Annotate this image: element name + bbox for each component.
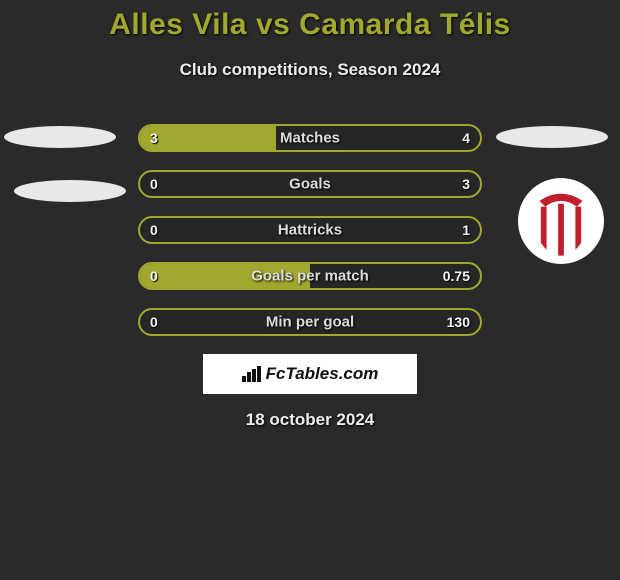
stat-value-right: 4	[462, 130, 470, 146]
player-left-avatar-oval-2	[14, 180, 126, 202]
club-crest-icon	[525, 185, 597, 257]
stat-value-right: 0.75	[443, 268, 470, 284]
stat-metric-label: Hattricks	[278, 222, 342, 239]
comparison-infographic: Alles Vila vs Camarda Télis Club competi…	[0, 0, 620, 580]
stat-row: 0 1 Hattricks	[138, 216, 482, 244]
club-badge-right	[518, 178, 604, 264]
player-right-avatar-oval	[496, 126, 608, 148]
date-label: 18 october 2024	[246, 410, 375, 430]
stat-metric-label: Goals	[289, 176, 331, 193]
stat-value-right: 130	[447, 314, 470, 330]
comparison-rows: 3 4 Matches 0 3 Goals 0 1 Hattricks 0 0.75 Goals pe…	[138, 124, 482, 354]
stat-row: 0 3 Goals	[138, 170, 482, 198]
stat-metric-label: Matches	[280, 130, 340, 147]
stat-value-left: 0	[150, 268, 158, 284]
stat-row: 3 4 Matches	[138, 124, 482, 152]
stat-row: 0 0.75 Goals per match	[138, 262, 482, 290]
player-left-avatar-oval-1	[4, 126, 116, 148]
page-subtitle: Club competitions, Season 2024	[0, 42, 620, 80]
stat-fill-left	[140, 126, 276, 150]
stat-value-right: 3	[462, 176, 470, 192]
stat-metric-label: Goals per match	[251, 268, 369, 285]
fctables-text: FcTables.com	[266, 364, 379, 384]
bar-chart-icon	[242, 366, 262, 382]
stat-value-right: 1	[462, 222, 470, 238]
stat-value-left: 3	[150, 130, 158, 146]
stat-value-left: 0	[150, 222, 158, 238]
stat-row: 0 130 Min per goal	[138, 308, 482, 336]
page-title: Alles Vila vs Camarda Télis	[0, 0, 620, 42]
fctables-watermark: FcTables.com	[203, 354, 417, 394]
stat-value-left: 0	[150, 176, 158, 192]
stat-value-left: 0	[150, 314, 158, 330]
stat-metric-label: Min per goal	[266, 314, 354, 331]
